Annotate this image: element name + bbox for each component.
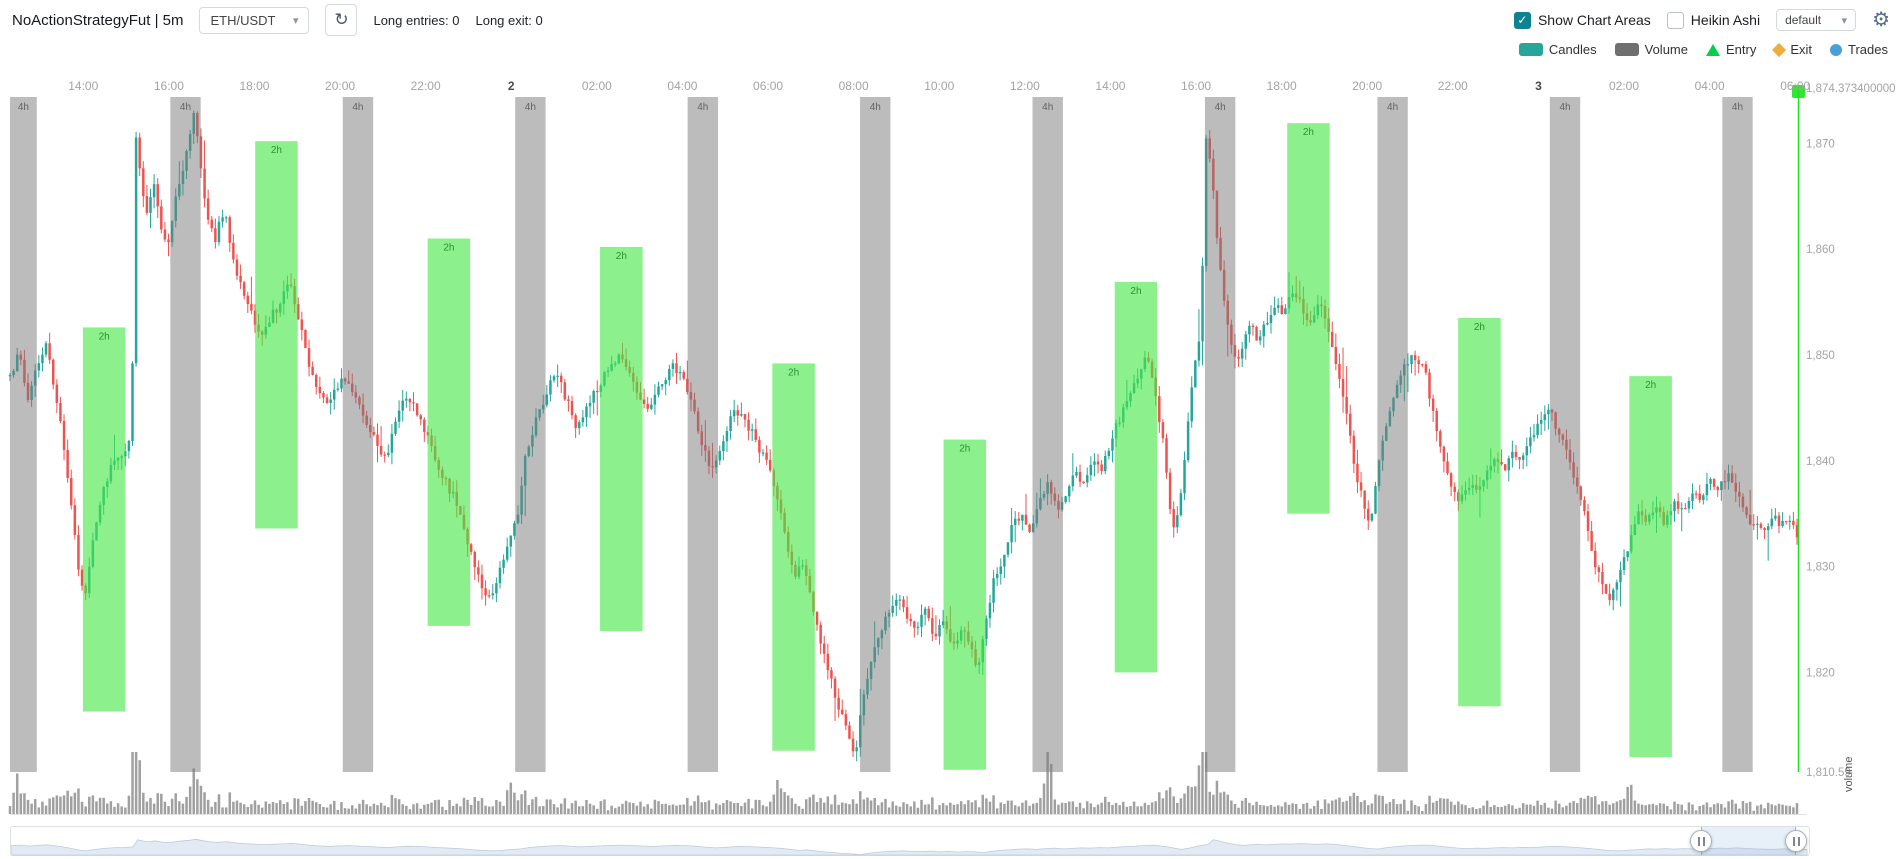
svg-text:22:00: 22:00 (411, 79, 441, 93)
datazoom-slider[interactable] (10, 826, 1810, 856)
refresh-button[interactable]: ↻ (325, 4, 358, 36)
chevron-down-icon: ▾ (1841, 14, 1848, 27)
refresh-icon: ↻ (334, 10, 349, 29)
exit-diamond-icon (1772, 42, 1787, 57)
long-entries-count: Long entries: 0 (373, 12, 460, 28)
svg-text:2h: 2h (271, 145, 282, 156)
svg-text:2h: 2h (959, 444, 970, 455)
svg-text:06:00: 06:00 (753, 79, 783, 93)
svg-text:volume: volume (1843, 757, 1855, 792)
svg-text:12:00: 12:00 (1010, 79, 1040, 93)
svg-text:4h: 4h (1387, 102, 1398, 113)
svg-text:18:00: 18:00 (239, 79, 269, 93)
gear-icon[interactable]: ⚙ (1872, 9, 1890, 31)
heikin-ashi-checkbox[interactable]: ✓ (1666, 11, 1684, 29)
datazoom-window[interactable] (1701, 827, 1797, 855)
svg-text:2: 2 (508, 79, 515, 93)
toolbar-left-group: NoActionStrategyFut | 5m ETH/USDT ▾ ↻ Lo… (12, 4, 543, 36)
theme-select[interactable]: default ▾ (1776, 9, 1857, 31)
trades-circle-icon (1830, 43, 1843, 56)
svg-text:1,874.373400000: 1,874.373400000 (1806, 83, 1896, 95)
heikin-ashi-label: Heikin Ashi (1690, 12, 1761, 28)
svg-text:04:00: 04:00 (667, 79, 697, 93)
svg-text:2h: 2h (1474, 322, 1485, 333)
svg-text:20:00: 20:00 (1352, 79, 1382, 93)
svg-text:4h: 4h (180, 102, 191, 113)
svg-text:3: 3 (1535, 79, 1542, 93)
svg-text:04:00: 04:00 (1695, 79, 1725, 93)
entry-triangle-icon (1706, 43, 1720, 56)
candles-swatch-icon (1518, 43, 1543, 56)
datazoom-left-handle[interactable] (1690, 830, 1713, 852)
svg-text:10:00: 10:00 (924, 79, 954, 93)
svg-text:2h: 2h (99, 331, 110, 342)
datazoom-preview (11, 838, 1808, 856)
svg-text:14:00: 14:00 (68, 79, 98, 93)
show-chart-areas-label: Show Chart Areas (1537, 12, 1651, 28)
legend-trades[interactable]: Trades (1830, 42, 1888, 57)
svg-text:14:00: 14:00 (1095, 79, 1125, 93)
svg-text:02:00: 02:00 (582, 79, 612, 93)
svg-text:4h: 4h (525, 102, 536, 113)
svg-text:2h: 2h (788, 367, 799, 378)
datazoom-right-handle[interactable] (1785, 830, 1808, 852)
legend-entry[interactable]: Entry (1706, 42, 1756, 57)
toolbar-right-group: ✓ Show Chart Areas ✓ Heikin Ashi default… (1513, 9, 1890, 31)
svg-text:4h: 4h (1042, 102, 1053, 113)
svg-text:1,810.59: 1,810.59 (1806, 767, 1851, 779)
svg-text:02:00: 02:00 (1609, 79, 1639, 93)
legend-label: Trades (1848, 42, 1888, 57)
show-chart-areas-checkbox[interactable]: ✓ (1513, 11, 1531, 29)
svg-text:20:00: 20:00 (325, 79, 355, 93)
strategy-title: NoActionStrategyFut | 5m (12, 11, 184, 29)
pair-select-value: ETH/USDT (210, 12, 276, 28)
legend-label: Entry (1726, 42, 1757, 57)
svg-text:16:00: 16:00 (1181, 79, 1211, 93)
svg-text:06:00: 06:00 (1780, 79, 1810, 93)
show-chart-areas-toggle[interactable]: ✓ Show Chart Areas (1513, 11, 1651, 29)
check-icon: ✓ (1517, 13, 1528, 27)
legend-label: Volume (1644, 42, 1688, 57)
candlestick-chart[interactable]: 4h 4h 4h 4h 4h 4h 4h 4h 4h 4h 4h 2h 2h 2h 2h 2h 2h 2h 2h 2h… (0, 0, 1902, 824)
svg-text:2h: 2h (1303, 127, 1314, 138)
top-toolbar: NoActionStrategyFut | 5m ETH/USDT ▾ ↻ Lo… (0, 0, 1902, 40)
legend-volume[interactable]: Volume (1614, 42, 1688, 57)
svg-text:4h: 4h (1215, 102, 1226, 113)
svg-text:16:00: 16:00 (154, 79, 184, 93)
svg-text:4h: 4h (697, 102, 708, 113)
svg-text:1,820: 1,820 (1806, 667, 1835, 679)
legend-exit[interactable]: Exit (1772, 42, 1813, 57)
pair-select[interactable]: ETH/USDT ▾ (199, 6, 310, 34)
svg-text:2h: 2h (443, 243, 454, 254)
svg-text:4h: 4h (1732, 102, 1743, 113)
chart-legend: Candles Volume Entry Exit Trades (1518, 42, 1888, 57)
volume-swatch-icon (1614, 43, 1639, 56)
svg-text:1,860: 1,860 (1806, 244, 1835, 256)
theme-select-value: default (1785, 13, 1822, 27)
svg-text:08:00: 08:00 (839, 79, 869, 93)
svg-text:4h: 4h (870, 102, 881, 113)
svg-text:2h: 2h (616, 251, 627, 262)
chevron-down-icon: ▾ (292, 14, 299, 27)
svg-text:1,830: 1,830 (1806, 562, 1835, 574)
svg-text:1,850: 1,850 (1806, 350, 1835, 362)
svg-text:22:00: 22:00 (1438, 79, 1468, 93)
svg-text:1,840: 1,840 (1806, 456, 1835, 468)
heikin-ashi-toggle[interactable]: ✓ Heikin Ashi (1666, 11, 1761, 29)
long-exit-count: Long exit: 0 (475, 12, 543, 28)
legend-candles[interactable]: Candles (1518, 42, 1597, 57)
svg-text:4h: 4h (352, 102, 363, 113)
svg-text:4h: 4h (18, 102, 29, 113)
legend-label: Exit (1790, 42, 1813, 57)
svg-text:4h: 4h (1559, 102, 1570, 113)
svg-text:1,870: 1,870 (1806, 138, 1835, 150)
svg-text:2h: 2h (1130, 286, 1141, 297)
legend-label: Candles (1548, 42, 1597, 57)
svg-text:18:00: 18:00 (1267, 79, 1297, 93)
svg-text:2h: 2h (1645, 380, 1656, 391)
